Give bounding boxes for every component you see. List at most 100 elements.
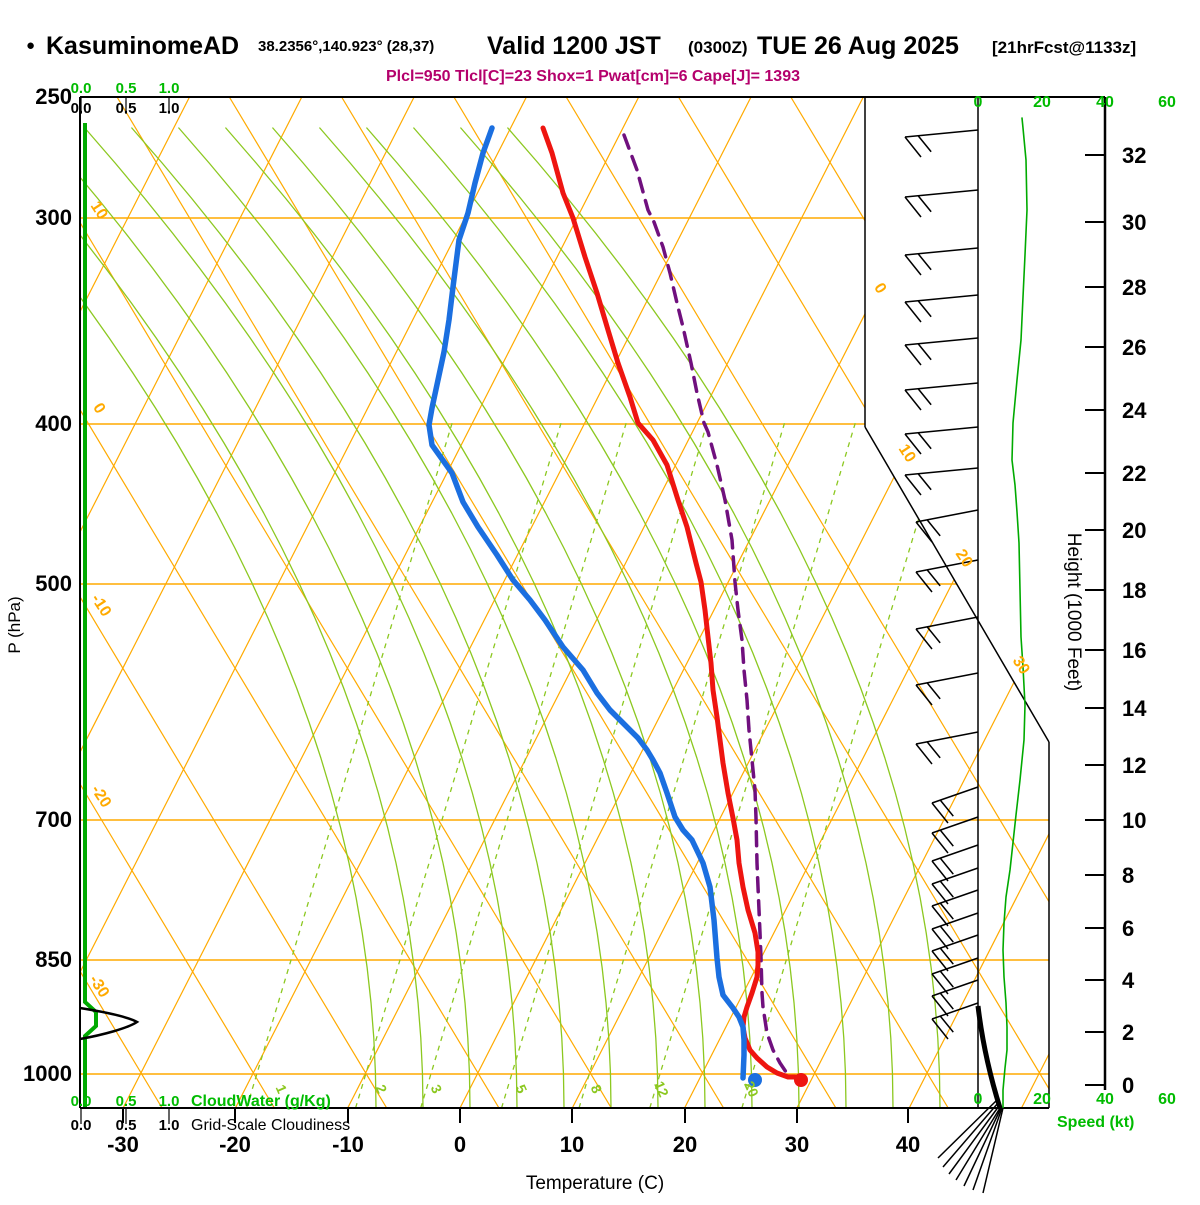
barb-shaft xyxy=(932,787,978,803)
height-axis-title: Height (1000 Feet) xyxy=(1063,533,1084,691)
barb-shaft xyxy=(905,468,978,475)
barb-feather xyxy=(940,971,953,987)
temp-tick-label: 20 xyxy=(673,1132,697,1157)
wind-barb xyxy=(905,248,978,275)
title-bullet: ● xyxy=(26,37,35,54)
barb-feather xyxy=(918,196,931,212)
temp-tick-label: -30 xyxy=(107,1132,139,1157)
barb-shaft xyxy=(905,427,978,434)
height-tick-label: 32 xyxy=(1122,143,1146,168)
adiabat-edge-label: 0 xyxy=(89,400,108,417)
barb-shaft xyxy=(932,845,978,861)
barb-shaft xyxy=(916,617,978,629)
height-tick-label: 28 xyxy=(1122,275,1146,300)
temp-tick-label: -20 xyxy=(219,1132,251,1157)
barb-feather xyxy=(905,302,921,322)
stability-params-line: Plcl=950 Tlcl[C]=23 Shox=1 Pwat[cm]=6 Ca… xyxy=(386,68,800,85)
cloudwater-scale-bottom: 1.0 xyxy=(159,1093,180,1110)
barb-feather xyxy=(918,433,931,449)
barb-feather xyxy=(905,475,921,495)
barb-shaft xyxy=(905,190,978,197)
adiabat-edge-label: 10 xyxy=(87,198,111,222)
height-tick-label: 2 xyxy=(1122,1020,1134,1045)
wind-barb xyxy=(905,295,978,322)
pressure-tick-label: 250 xyxy=(35,84,72,109)
barb-shaft xyxy=(916,673,978,685)
cloudiness-scale-bottom: 0.0 xyxy=(71,1117,92,1134)
cloudiness-legend: Grid-Scale Cloudiness xyxy=(191,1117,350,1134)
pressure-tick-label: 400 xyxy=(35,411,72,436)
pressure-tick-label: 700 xyxy=(35,807,72,832)
dry-adiabat-line xyxy=(1015,97,1200,1108)
mixing-ratio-label: 5 xyxy=(513,1082,531,1096)
mixing-ratio-label: 3 xyxy=(428,1082,446,1096)
mixing-ratio-label: 12 xyxy=(651,1079,672,1100)
dry-adiabat-line xyxy=(0,97,499,1108)
barb-feather xyxy=(905,345,921,365)
height-tick-label: 8 xyxy=(1122,863,1134,888)
moist-adiabat-line xyxy=(320,128,752,1108)
isotherm-edge-label: 30 xyxy=(1009,653,1033,677)
station-name: KasuminomeAD xyxy=(46,32,239,60)
valid-time-z: (0300Z) xyxy=(688,38,748,57)
height-tick-label: 12 xyxy=(1122,753,1146,778)
cloudiness-scale-top: 0.0 xyxy=(71,100,92,117)
pressure-tick-label: 300 xyxy=(35,205,72,230)
cloudwater-scale-top: 1.0 xyxy=(159,80,180,97)
moist-adiabat-line xyxy=(132,128,564,1108)
barb-feather xyxy=(905,197,921,217)
speed-scale-label-bottom: 0 xyxy=(974,1091,983,1108)
dry-adiabat-line xyxy=(342,97,949,1108)
wind-barb xyxy=(905,427,978,454)
height-tick-label: 16 xyxy=(1122,638,1146,663)
barb-feather xyxy=(918,254,931,270)
barb-shaft xyxy=(916,510,978,522)
wind-barb xyxy=(905,383,978,410)
moist-adiabat-line xyxy=(273,128,705,1108)
barb-feather xyxy=(940,830,953,846)
pressure-tick-label: 850 xyxy=(35,947,72,972)
barb-feather xyxy=(916,522,932,542)
wind-barbs xyxy=(905,130,1003,1193)
barb-feather xyxy=(918,389,931,405)
speed-scale-label-bottom: 20 xyxy=(1033,1091,1051,1108)
cloudwater-scale-bottom: 0.0 xyxy=(71,1093,92,1110)
barb-feather xyxy=(916,744,932,764)
mixing-ratio-line xyxy=(421,423,627,1108)
moist-adiabat-line xyxy=(414,128,846,1108)
isotherm-line xyxy=(909,97,1200,1108)
isotherm-edge-label: 0 xyxy=(870,280,889,297)
barb-feather xyxy=(918,301,931,317)
speed-scale-label-top: 60 xyxy=(1158,94,1176,111)
barb-feather xyxy=(905,137,921,157)
wind-barb xyxy=(916,617,978,649)
valid-time: Valid 1200 JST xyxy=(487,32,661,60)
isotherm-line xyxy=(235,97,751,1108)
barb-shaft xyxy=(905,295,978,302)
station-coords: 38.2356°,140.923° (28,37) xyxy=(258,38,434,55)
speed-scale-label-top: 0 xyxy=(974,94,983,111)
moist-adiabat-line xyxy=(461,128,893,1108)
barb-shaft xyxy=(916,732,978,744)
moist-adiabat-line xyxy=(367,128,799,1108)
temp-tick-label: 10 xyxy=(560,1132,584,1157)
barb-feather xyxy=(918,344,931,360)
isotherm-edge-label: 10 xyxy=(895,441,919,465)
cloudwater-scale-top: 0.0 xyxy=(71,80,92,97)
speed-scale-label-bottom: 40 xyxy=(1096,1091,1114,1108)
barb-shaft xyxy=(905,248,978,255)
speed-scale-label-top: 40 xyxy=(1096,94,1114,111)
height-tick-label: 26 xyxy=(1122,335,1146,360)
height-tick-label: 0 xyxy=(1122,1073,1134,1098)
height-tick-label: 6 xyxy=(1122,916,1134,941)
valid-date: TUE 26 Aug 2025 xyxy=(757,32,959,60)
barb-shaft xyxy=(905,383,978,390)
wind-barb xyxy=(905,468,978,495)
temp-tick-label: -10 xyxy=(332,1132,364,1157)
height-tick-label: 30 xyxy=(1122,210,1146,235)
adiabat-edge-label: -30 xyxy=(85,972,112,1001)
cloudiness-scale-bottom: 1.0 xyxy=(159,1117,180,1134)
temp-tick-label: 30 xyxy=(785,1132,809,1157)
cloudwater-legend: CloudWater (g/Kg) xyxy=(191,1093,331,1110)
